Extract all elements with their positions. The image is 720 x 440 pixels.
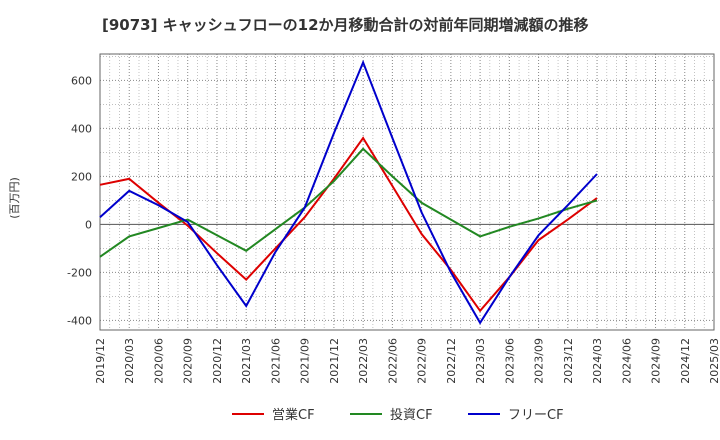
x-tick-label: 2020/06 bbox=[152, 338, 165, 384]
y-tick-label: 200 bbox=[71, 170, 92, 183]
series-line-2 bbox=[99, 147, 598, 258]
y-tick-label: 400 bbox=[71, 122, 92, 135]
chart-title: [9073] キャッシュフローの12か月移動合計の対前年同期増減額の推移 bbox=[102, 16, 589, 34]
x-tick-label: 2024/12 bbox=[679, 338, 692, 384]
x-tick-label: 2021/12 bbox=[328, 338, 341, 384]
x-tick-label: 2021/09 bbox=[299, 338, 312, 384]
y-tick-label: -200 bbox=[67, 266, 92, 279]
x-tick-label: 2020/12 bbox=[211, 338, 224, 384]
x-tick-label: 2024/09 bbox=[650, 338, 663, 384]
legend-label-3: フリーCF bbox=[508, 408, 564, 423]
x-tick-label: 2025/03 bbox=[708, 338, 720, 384]
legend-label-2: 投資CF bbox=[390, 407, 433, 423]
legend-label-1: 営業CF bbox=[272, 407, 315, 423]
x-tick-label: 2024/03 bbox=[591, 338, 604, 384]
x-tick-label: 2022/03 bbox=[357, 338, 370, 384]
plot-area bbox=[100, 54, 714, 330]
x-tick-label: 2022/06 bbox=[386, 338, 399, 384]
series-line-3 bbox=[99, 59, 598, 325]
x-tick-label: 2019/12 bbox=[94, 338, 107, 384]
x-tick-label: 2021/03 bbox=[240, 338, 253, 384]
y-tick-label: -400 bbox=[67, 314, 92, 327]
x-tick-label: 2021/06 bbox=[269, 338, 282, 384]
x-tick-label: 2024/06 bbox=[620, 338, 633, 384]
x-tick-label: 2020/03 bbox=[123, 338, 136, 384]
x-tick-label: 2023/09 bbox=[533, 338, 546, 384]
y-tick-label: 600 bbox=[71, 74, 92, 87]
x-tick-label: 2022/09 bbox=[416, 338, 429, 384]
x-tick-label: 2023/03 bbox=[474, 338, 487, 384]
x-tick-label: 2023/12 bbox=[562, 338, 575, 384]
x-tick-label: 2022/12 bbox=[445, 338, 458, 384]
x-tick-label: 2023/06 bbox=[503, 338, 516, 384]
x-tick-label: 2020/09 bbox=[182, 338, 195, 384]
y-tick-label: 0 bbox=[85, 218, 92, 231]
plot-frame bbox=[99, 53, 715, 331]
